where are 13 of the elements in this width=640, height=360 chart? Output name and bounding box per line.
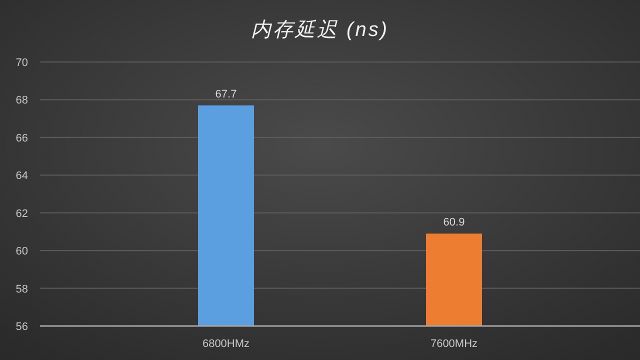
y-tick-label: 56 (16, 321, 28, 333)
chart-title: 内存延迟 (ns) (251, 19, 389, 41)
y-tick-label: 60 (16, 246, 28, 258)
x-tick-label: 6800HMz (202, 338, 250, 350)
y-tick-label: 70 (16, 57, 28, 69)
data-label: 67.7 (215, 88, 237, 100)
y-tick-label: 62 (16, 208, 28, 220)
x-tick-label: 7600MHz (430, 338, 478, 350)
y-tick-label: 68 (16, 94, 28, 107)
y-tick-label: 64 (16, 170, 28, 182)
data-label: 60.9 (443, 216, 465, 229)
y-tick-label: 66 (16, 132, 28, 144)
y-tick-label: 58 (16, 283, 28, 296)
